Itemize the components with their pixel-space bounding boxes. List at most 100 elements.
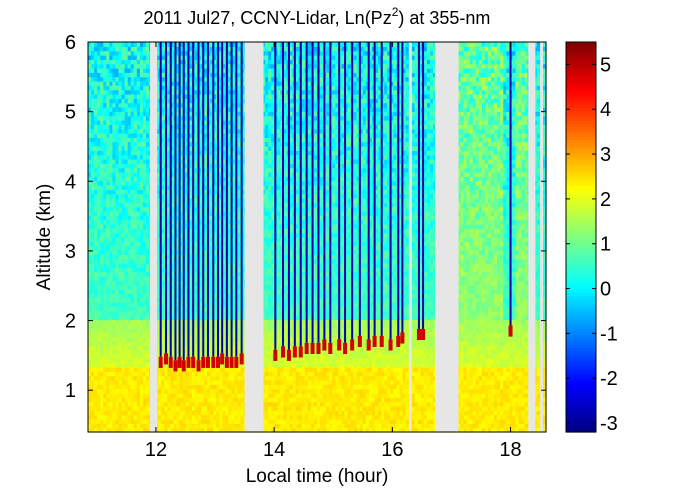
heatmap-cell (88, 42, 92, 47)
heatmap-cell (142, 414, 147, 420)
heatmap-cell (179, 315, 184, 320)
heatmap-cell (139, 250, 144, 255)
heatmap-cell (115, 319, 120, 325)
heatmap-cell (182, 375, 187, 381)
heatmap-cell (106, 349, 110, 355)
heatmap-cell (118, 341, 123, 346)
heatmap-cell (100, 55, 104, 60)
heatmap-cell (179, 128, 184, 134)
heatmap-cell (142, 189, 147, 195)
heatmap-cell (133, 198, 138, 203)
heatmap-cell (188, 315, 193, 320)
heatmap-cell (133, 328, 138, 333)
heatmap-cell (213, 349, 217, 355)
heatmap-cell (191, 388, 196, 394)
heatmap-cell (188, 232, 193, 238)
heatmap-cell (103, 423, 107, 429)
heatmap-cell (142, 380, 147, 385)
heatmap-cell (188, 211, 193, 216)
heatmap-cell (142, 68, 147, 73)
heatmap-cell (219, 323, 223, 329)
heatmap-cell (115, 50, 120, 56)
heatmap-cell (219, 219, 223, 225)
heatmap-cell (130, 271, 135, 277)
heatmap-cell (118, 68, 123, 73)
heatmap-cell (121, 254, 126, 260)
heatmap-cell (139, 310, 144, 316)
heatmap-cell (91, 85, 95, 91)
heatmap-cell (146, 297, 150, 303)
heatmap-cell (127, 89, 132, 95)
heatmap-cell (124, 115, 129, 121)
heatmap-cell (88, 397, 92, 403)
heatmap-cell (219, 362, 223, 368)
heatmap-cell (124, 120, 129, 125)
heatmap-cell (112, 310, 117, 316)
heatmap-cell (216, 384, 220, 390)
heatmap-cell (94, 414, 98, 420)
heatmap-cell (100, 167, 104, 173)
heatmap-cell (109, 128, 114, 134)
heatmap-cell (179, 237, 184, 242)
heatmap-cell (109, 94, 114, 99)
heatmap-cell (216, 380, 220, 385)
heatmap-cell (219, 315, 223, 320)
heatmap-cell (219, 254, 223, 260)
heatmap-cell (109, 211, 114, 216)
heatmap-cell (210, 211, 214, 216)
heatmap-cell (100, 310, 104, 316)
heatmap-cell (182, 414, 187, 420)
heatmap-cell (130, 50, 135, 56)
heatmap-cell (112, 237, 117, 242)
heatmap-cell (100, 202, 104, 208)
heatmap-cell (204, 423, 208, 429)
heatmap-cell (179, 384, 184, 390)
heatmap-cell (109, 345, 114, 351)
heatmap-cell (127, 128, 132, 134)
heatmap-cell (91, 384, 95, 390)
heatmap-cell (176, 315, 181, 320)
heatmap-cell (142, 46, 147, 52)
heatmap-cell (91, 371, 95, 377)
heatmap-cell (115, 42, 120, 47)
heatmap-cell (167, 241, 172, 247)
heatmap-cell (91, 410, 95, 416)
heatmap-cell (167, 375, 172, 381)
heatmap-cell (170, 68, 175, 73)
heatmap-cell (158, 384, 162, 390)
heatmap-cell (146, 81, 150, 86)
heatmap-cell (188, 401, 193, 407)
heatmap-cell (204, 81, 208, 86)
heatmap-cell (139, 276, 144, 281)
heatmap-cell (194, 189, 199, 195)
heatmap-cell (167, 154, 172, 160)
heatmap-cell (97, 419, 101, 424)
heatmap-cell (146, 427, 150, 433)
heatmap-cell (118, 267, 123, 273)
heatmap-cell (115, 367, 120, 372)
heatmap-cell (204, 280, 208, 286)
heatmap-cell (103, 211, 107, 216)
heatmap-cell (142, 276, 147, 281)
heatmap-cell (103, 120, 107, 125)
heatmap-cell (97, 224, 101, 229)
heatmap-cell (146, 406, 150, 411)
heatmap-cell (188, 133, 193, 138)
heatmap-cell (133, 237, 138, 242)
heatmap-cell (88, 120, 92, 125)
heatmap-cell (103, 310, 107, 316)
heatmap-cell (100, 128, 104, 134)
heatmap-cell (170, 380, 175, 385)
heatmap-cell (115, 406, 120, 411)
heatmap-cell (170, 102, 175, 108)
heatmap-cell (194, 111, 199, 117)
heatmap-cell (204, 289, 208, 294)
heatmap-cell (139, 384, 144, 390)
heatmap-cell (91, 111, 95, 117)
heatmap-cell (121, 380, 126, 385)
heatmap-cell (124, 397, 129, 403)
heatmap-cell (109, 410, 114, 416)
heatmap-cell (130, 206, 135, 212)
heatmap-cell (188, 423, 193, 429)
heatmap-cell (194, 336, 199, 342)
